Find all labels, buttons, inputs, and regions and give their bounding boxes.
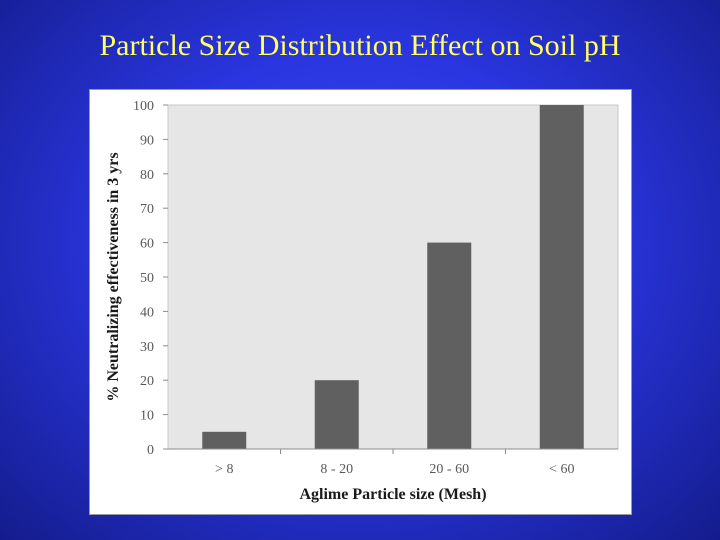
y-tick-label: 30 [140, 340, 154, 355]
x-tick-label: < 60 [549, 462, 574, 477]
x-tick-label: > 8 [215, 462, 233, 477]
y-tick-label: 40 [140, 305, 154, 320]
y-tick-label: 90 [140, 133, 154, 148]
chart-panel: 0 10 20 30 40 50 60 70 80 90 100 > 8 8 - 20 20 - 60 <… [89, 89, 632, 515]
y-tick-label: 50 [140, 271, 154, 286]
y-tick-label: 70 [140, 202, 154, 217]
x-tick-label: 8 - 20 [320, 462, 353, 477]
slide-title: Particle Size Distribution Effect on Soi… [99, 29, 621, 62]
y-tick-label: 20 [140, 374, 154, 389]
x-axis: > 8 8 - 20 20 - 60 < 60 [215, 449, 574, 477]
y-tick-label: 60 [140, 237, 154, 252]
y-axis-title: % Neutralizing effectiveness in 3 yrs [105, 152, 122, 401]
bar-chart: 0 10 20 30 40 50 60 70 80 90 100 > 8 8 - 20 20 - 60 <… [105, 99, 619, 503]
y-tick-label: 100 [133, 99, 154, 114]
y-axis: 0 10 20 30 40 50 60 70 80 90 100 [133, 99, 168, 458]
bar-1 [314, 380, 359, 449]
bar-2 [427, 242, 472, 449]
bar-0 [202, 431, 247, 449]
y-tick-label: 10 [140, 409, 154, 424]
x-tick-label: 20 - 60 [429, 462, 469, 477]
y-tick-label: 0 [147, 443, 154, 458]
y-tick-label: 80 [140, 168, 154, 183]
bar-series [202, 105, 584, 449]
x-axis-title: Aglime Particle size (Mesh) [299, 486, 486, 503]
bar-3 [539, 105, 584, 449]
